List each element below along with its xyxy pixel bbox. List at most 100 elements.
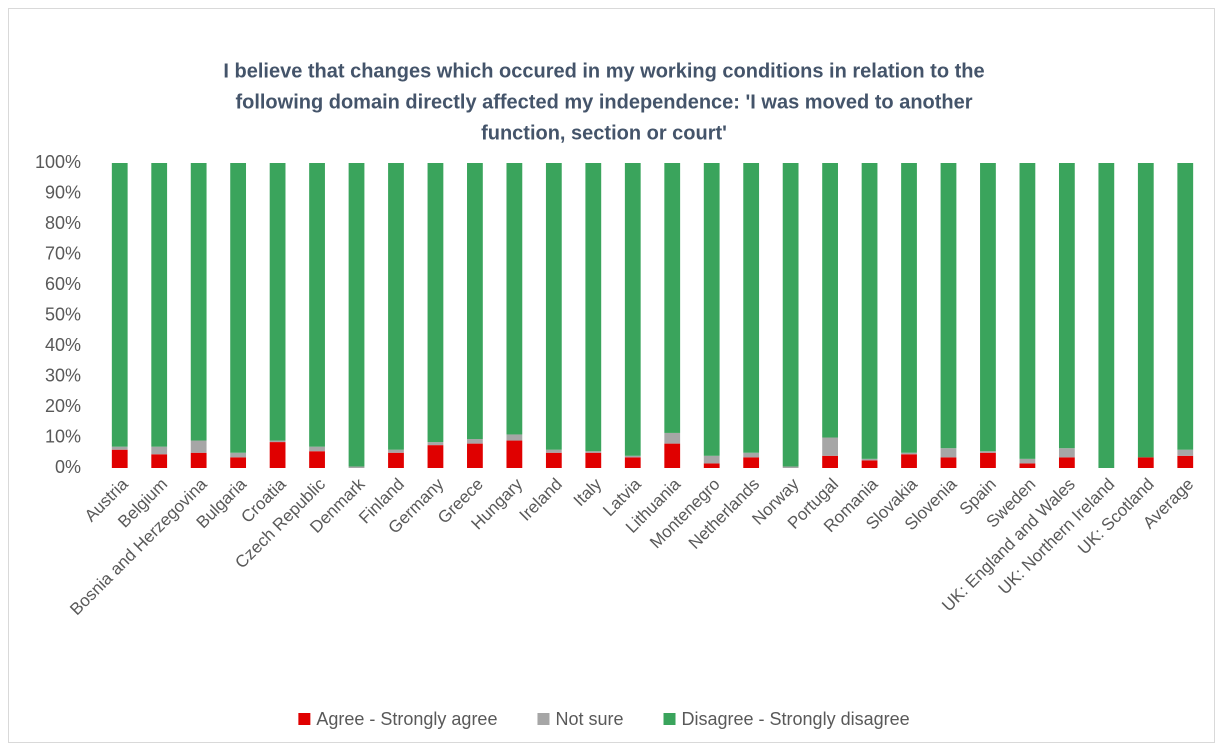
y-tick-label: 50% [45, 304, 81, 324]
bar-segment [309, 446, 325, 452]
bar-segment [1137, 457, 1154, 468]
bar-segment [624, 457, 641, 468]
bar-segment [743, 452, 760, 458]
bar-segment [980, 452, 996, 468]
bar-segment [822, 163, 838, 438]
bar-segment [1019, 463, 1036, 468]
bar-segment [427, 445, 444, 468]
bar-segment [1098, 163, 1115, 468]
bar-segment [861, 163, 878, 459]
bar-segment [467, 439, 483, 444]
bar-segment [269, 440, 286, 443]
legend-label: Agree - Strongly agree [316, 709, 497, 729]
y-tick-label: 100% [35, 152, 81, 172]
bar-segment [664, 163, 681, 433]
y-tick-label: 20% [45, 396, 81, 416]
y-tick-label: 60% [45, 274, 81, 294]
bar-segment [269, 163, 286, 441]
bar-segment [585, 451, 602, 453]
bar-segment [230, 163, 247, 453]
bar-segment [782, 466, 799, 468]
bar-segment [506, 434, 523, 441]
legend-swatch [537, 713, 550, 725]
bar-segment [506, 163, 523, 435]
bar-segment [1058, 448, 1075, 458]
bar-segment [585, 452, 602, 468]
bar-segment [940, 448, 957, 458]
bar-segment [151, 446, 168, 455]
y-tick-label: 70% [45, 243, 81, 263]
bar-segment [467, 163, 483, 440]
legend-swatch [298, 713, 311, 725]
bar-segment [388, 163, 404, 450]
bar-segment [230, 452, 247, 458]
bar-segment [427, 163, 444, 443]
bar-segment [901, 454, 917, 468]
bar-segment [1058, 163, 1075, 449]
bar-segment [1177, 449, 1194, 456]
bar-segment [822, 437, 838, 456]
bar-segment [151, 163, 168, 447]
bar-segment [1177, 163, 1194, 450]
y-tick-label: 0% [55, 457, 81, 477]
bar-segment [348, 466, 365, 468]
bar-segment [1137, 163, 1154, 458]
bar-segment [980, 163, 996, 452]
chart-title: following domain directly affected my in… [235, 91, 972, 113]
bar-segment [309, 163, 325, 447]
bar-segment [585, 163, 602, 452]
legend-swatch [663, 713, 676, 725]
bar-segment [743, 163, 760, 453]
bar-segment [861, 460, 878, 468]
bar-segment [111, 446, 128, 450]
bar-segment [703, 163, 720, 456]
bar-segment [230, 457, 247, 468]
bar-segment [427, 442, 444, 446]
bar-segment [664, 432, 681, 444]
bar-segment [545, 449, 562, 453]
bar-segment [1019, 163, 1036, 459]
bar-segment [901, 163, 917, 453]
bar-segment [1058, 457, 1075, 468]
bar-segment [940, 163, 957, 449]
bar-segment [506, 440, 523, 468]
bar-segment [545, 452, 562, 468]
bar-segment [151, 454, 168, 468]
bar-segment [822, 455, 838, 468]
bar-segment [980, 451, 996, 453]
bar-segment [703, 463, 720, 468]
legend-label: Disagree - Strongly disagree [682, 709, 910, 729]
bar-segment [467, 443, 483, 468]
bar-segment [1019, 458, 1036, 464]
bar-segment [388, 449, 404, 453]
bar-segment [1177, 455, 1194, 468]
bar-segment [743, 457, 760, 468]
y-tick-label: 80% [45, 213, 81, 233]
bar-segment [861, 458, 878, 461]
bar-segment [782, 163, 799, 467]
bar-segment [624, 163, 641, 456]
bar-segment [901, 452, 917, 455]
bar-segment [664, 443, 681, 468]
bar-segment [111, 163, 128, 447]
y-tick-label: 90% [45, 182, 81, 202]
y-tick-label: 40% [45, 335, 81, 355]
y-tick-label: 30% [45, 365, 81, 385]
bar-segment [269, 442, 286, 468]
chart-frame [8, 8, 1215, 743]
bar-segment [111, 449, 128, 468]
bar-segment [348, 163, 365, 467]
bar-segment [190, 452, 207, 468]
legend-label: Not sure [555, 709, 623, 729]
bar-segment [388, 452, 404, 468]
y-tick-label: 10% [45, 426, 81, 446]
bar-segment [703, 455, 720, 464]
bar-segment [545, 163, 562, 450]
bar-segment [309, 451, 325, 468]
bar-segment [190, 440, 207, 453]
bar-segment [624, 455, 641, 458]
bar-segment [190, 163, 207, 441]
bar-segment [940, 457, 957, 468]
chart-title: I believe that changes which occured in … [223, 60, 984, 82]
